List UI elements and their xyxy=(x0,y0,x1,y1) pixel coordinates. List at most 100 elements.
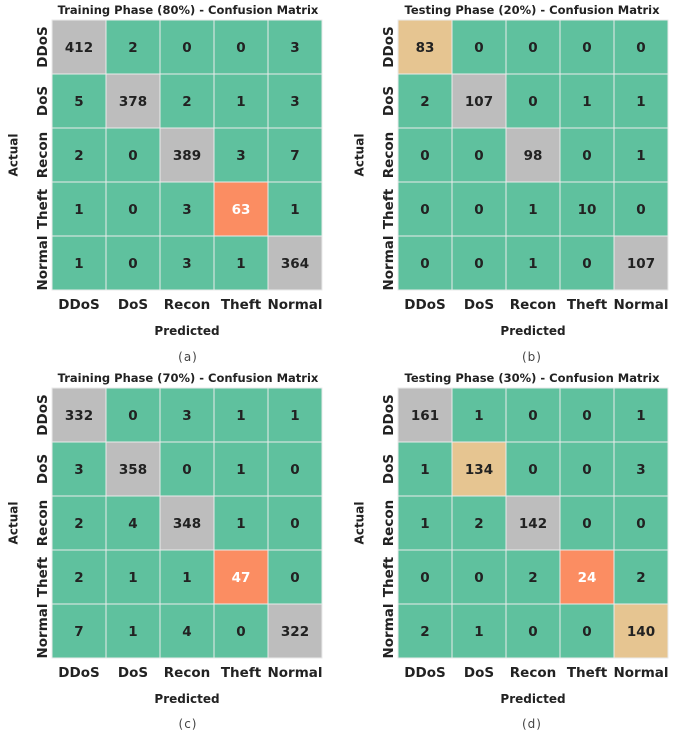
heatmap-cell xyxy=(105,235,161,291)
heatmap-cell xyxy=(613,19,669,75)
cell-value-label: 0 xyxy=(420,570,429,586)
heatmap-cell xyxy=(213,549,269,605)
cell-value-label: 0 xyxy=(474,148,483,164)
cell-value-label: 3 xyxy=(636,462,645,478)
cell-value-label: 0 xyxy=(474,202,483,218)
heatmap-cell xyxy=(267,549,323,605)
cell-value-label: 0 xyxy=(474,40,483,56)
cell-value-label: 1 xyxy=(128,570,137,586)
heatmap-cell xyxy=(213,495,269,551)
cell-value-label: 107 xyxy=(627,256,655,272)
x-axis-label: Predicted xyxy=(154,692,219,706)
x-tick-label: Normal xyxy=(267,297,322,313)
heatmap-cell xyxy=(397,603,453,659)
cell-value-label: 0 xyxy=(474,256,483,272)
cell-value-label: 358 xyxy=(119,462,147,478)
cell-value-label: 1 xyxy=(420,516,429,532)
cell-value-label: 2 xyxy=(474,516,483,532)
cell-value-label: 0 xyxy=(582,462,591,478)
cell-value-label: 1 xyxy=(236,256,245,272)
heatmap-cell xyxy=(613,235,669,291)
heatmap-cell xyxy=(267,73,323,129)
x-tick-label: DoS xyxy=(118,297,148,313)
cell-value-label: 1 xyxy=(636,408,645,424)
cell-value-label: 1 xyxy=(582,94,591,110)
heatmap-cell xyxy=(159,549,215,605)
cell-value-label: 3 xyxy=(182,408,191,424)
heatmap-cell xyxy=(105,181,161,237)
chart-title: Training Phase (70%) - Confusion Matrix xyxy=(58,371,319,385)
x-tick-label: DoS xyxy=(464,665,494,681)
x-tick-label: Recon xyxy=(510,297,556,313)
heatmap-cell xyxy=(159,181,215,237)
heatmap-cell xyxy=(397,387,453,443)
cell-value-label: 134 xyxy=(465,462,493,478)
y-tick-label: Recon xyxy=(35,132,51,178)
cell-value-label: 1 xyxy=(74,202,83,218)
heatmap-cell xyxy=(51,181,107,237)
cell-value-label: 2 xyxy=(420,624,429,640)
y-tick-label: DDoS xyxy=(381,26,397,67)
y-tick-label: Theft xyxy=(381,188,397,229)
x-tick-label: Normal xyxy=(613,665,668,681)
heatmap-cell xyxy=(451,235,507,291)
cell-value-label: 83 xyxy=(416,40,435,56)
cell-value-label: 1 xyxy=(236,94,245,110)
heatmap-cell xyxy=(159,19,215,75)
cell-value-label: 1 xyxy=(236,516,245,532)
cell-value-label: 0 xyxy=(290,570,299,586)
heatmap-cell xyxy=(559,387,615,443)
heatmap-cell xyxy=(397,73,453,129)
cell-value-label: 2 xyxy=(74,570,83,586)
cell-value-label: 1 xyxy=(474,408,483,424)
cell-value-label: 142 xyxy=(519,516,547,532)
cell-value-label: 1 xyxy=(236,462,245,478)
heatmap-cell xyxy=(505,387,561,443)
cell-value-label: 0 xyxy=(420,202,429,218)
cell-value-label: 1 xyxy=(128,624,137,640)
heatmap-cell xyxy=(559,495,615,551)
cell-value-label: 0 xyxy=(420,256,429,272)
cell-value-label: 1 xyxy=(182,570,191,586)
y-tick-label: DoS xyxy=(35,454,51,484)
x-tick-label: Theft xyxy=(567,297,608,313)
y-tick-label: DDoS xyxy=(381,394,397,435)
heatmap-cell xyxy=(51,495,107,551)
y-tick-label: DoS xyxy=(35,86,51,116)
y-tick-label: Theft xyxy=(35,188,51,229)
cell-value-label: 0 xyxy=(528,624,537,640)
cell-value-label: 0 xyxy=(528,462,537,478)
cell-value-label: 2 xyxy=(182,94,191,110)
heatmap-cell xyxy=(505,235,561,291)
heatmap-cell xyxy=(267,387,323,443)
cell-value-label: 0 xyxy=(636,516,645,532)
heatmap-cell xyxy=(559,19,615,75)
cell-value-label: 0 xyxy=(182,462,191,478)
cell-value-label: 1 xyxy=(636,94,645,110)
x-tick-label: DDoS xyxy=(58,297,99,313)
heatmap-cell xyxy=(613,603,669,659)
heatmap-cell xyxy=(451,387,507,443)
cell-value-label: 1 xyxy=(420,462,429,478)
x-tick-label: Theft xyxy=(221,297,262,313)
cell-value-label: 0 xyxy=(636,202,645,218)
cell-value-label: 322 xyxy=(281,624,309,640)
heatmap-cell xyxy=(51,19,107,75)
heatmap-cell xyxy=(51,387,107,443)
cell-value-label: 3 xyxy=(74,462,83,478)
heatmap-cell xyxy=(451,19,507,75)
heatmap-cell xyxy=(559,603,615,659)
cell-value-label: 378 xyxy=(119,94,147,110)
x-tick-label: Recon xyxy=(164,665,210,681)
cell-value-label: 0 xyxy=(582,256,591,272)
cell-value-label: 2 xyxy=(528,570,537,586)
heatmap-cell xyxy=(613,495,669,551)
heatmap-cell xyxy=(559,441,615,497)
cell-value-label: 161 xyxy=(411,408,439,424)
cell-value-label: 1 xyxy=(474,624,483,640)
y-tick-label: Theft xyxy=(35,556,51,597)
y-tick-label: Normal xyxy=(35,603,51,658)
cell-value-label: 1 xyxy=(528,256,537,272)
cell-value-label: 348 xyxy=(173,516,201,532)
